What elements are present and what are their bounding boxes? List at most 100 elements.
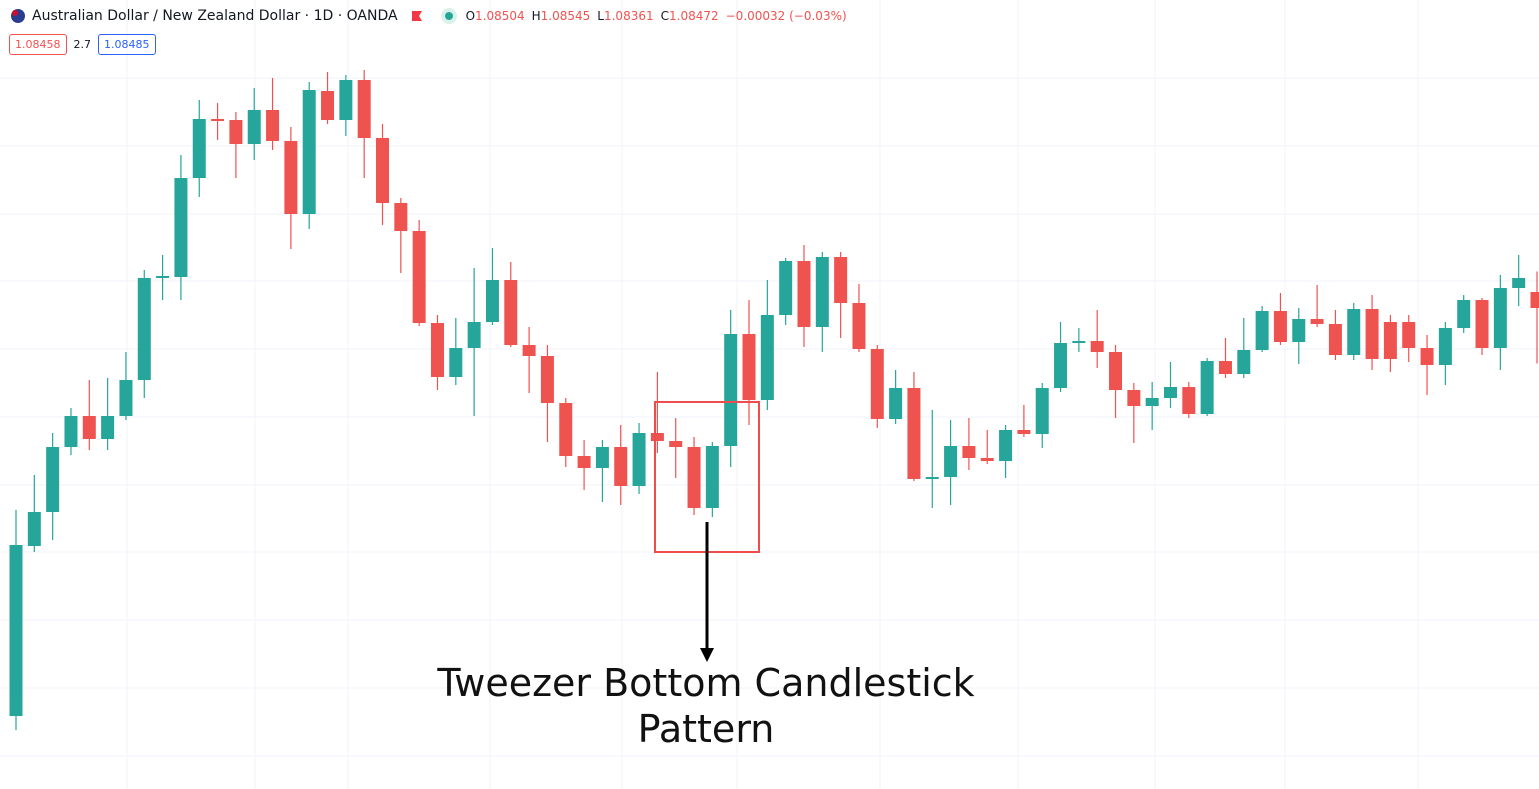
candle-body [192,119,206,178]
candle-body [211,119,225,121]
candle-body [999,430,1013,461]
candle-body [302,90,316,214]
candle-body [944,446,958,477]
candle-body [1218,361,1232,374]
candle-body [650,433,664,441]
candle-body [797,261,811,327]
candle-body [357,80,371,138]
candle-body [779,261,793,315]
candle-body [1420,348,1434,365]
ohlc-value: 1.08361 [603,9,654,23]
candle-body [1530,292,1539,308]
candle-body [1493,288,1507,348]
candle-body [760,315,774,400]
candle-body [1328,324,1342,355]
annotation: Tweezer Bottom Candlestick Pattern [437,661,975,751]
candle-body [467,322,481,348]
bid-price[interactable]: 1.08458 [9,34,67,55]
ohlc-value: 1.08472 [669,9,719,23]
candle-body [485,280,499,322]
candle-body [724,334,738,446]
candle-body [632,433,646,486]
candle-body [852,303,866,349]
ask-price[interactable]: 1.08485 [98,34,156,55]
ohlc-key: H [531,9,541,23]
candle-body [595,447,609,468]
ohlc-item: H1.08545 [532,9,591,23]
candle-body [1512,278,1526,288]
candle-body [889,388,903,419]
candle-body [1017,430,1031,434]
candle-body [101,416,115,439]
candle-body [962,446,976,458]
spread: 2.7 [73,38,92,51]
candle-body [27,512,41,546]
candle-body [1402,322,1416,348]
header: Australian Dollar / New Zealand Dollar ·… [10,6,847,26]
candle-body [376,138,390,203]
candle-body [577,456,591,468]
candle-body [156,276,170,278]
candle-body [1054,343,1068,388]
candle-body [925,477,939,479]
candle-body [1182,387,1196,414]
candle-body [1365,309,1379,359]
symbol-icon [11,9,25,23]
candle-body [266,110,280,141]
candle-body [229,120,243,144]
quote-row: 1.08458 2.7 1.08485 [9,34,156,55]
candle-body [46,447,60,512]
candle-body [174,178,188,277]
ohlc-item: O1.08504 [466,9,525,23]
candle-body [137,278,151,380]
candle-body [412,231,426,323]
candle-body [687,447,701,508]
candle-body [815,257,829,327]
candle-body [1347,309,1361,355]
candle-body [1273,311,1287,342]
ohlc-key: L [597,9,604,23]
ohlc-key: O [465,9,476,23]
candle-body [1072,341,1086,343]
candle-body [119,380,133,416]
candle-body [504,280,518,345]
candle-body [870,349,884,419]
candle-body [834,257,848,303]
ohlc-change: −0.00032 (−0.03%) [725,9,847,23]
candle-body [1035,388,1049,434]
candle-body [9,545,23,716]
candle-body [522,345,536,356]
flag-icon[interactable] [410,9,424,23]
candle-body [394,203,408,231]
candle-body [1475,300,1489,348]
candle-body [742,334,756,400]
candle-body [1255,311,1269,350]
candle-body [1438,328,1452,365]
candle-body [1457,300,1471,328]
candle-body [907,388,921,479]
candle-body [1090,341,1104,352]
candles [9,70,1539,730]
candle-body [247,110,261,144]
candle-body [449,348,463,377]
candle-body [614,447,628,486]
candle-body [1237,350,1251,374]
candle-body [1292,319,1306,342]
status-dot [440,8,457,24]
candle-body [559,403,573,456]
candle-body [1310,319,1324,324]
symbol-title: Australian Dollar / New Zealand Dollar ·… [32,8,398,24]
candle-body [1127,390,1141,406]
candle-body [1200,361,1214,414]
candle-body [1383,322,1397,359]
ohlc-key: C [660,9,669,23]
candle-body [705,446,719,508]
ohlc-value: 1.08545 [540,9,591,23]
candle-body [669,441,683,447]
candle-body [284,141,298,214]
candle-body [1145,398,1159,406]
candle-body [430,323,444,377]
